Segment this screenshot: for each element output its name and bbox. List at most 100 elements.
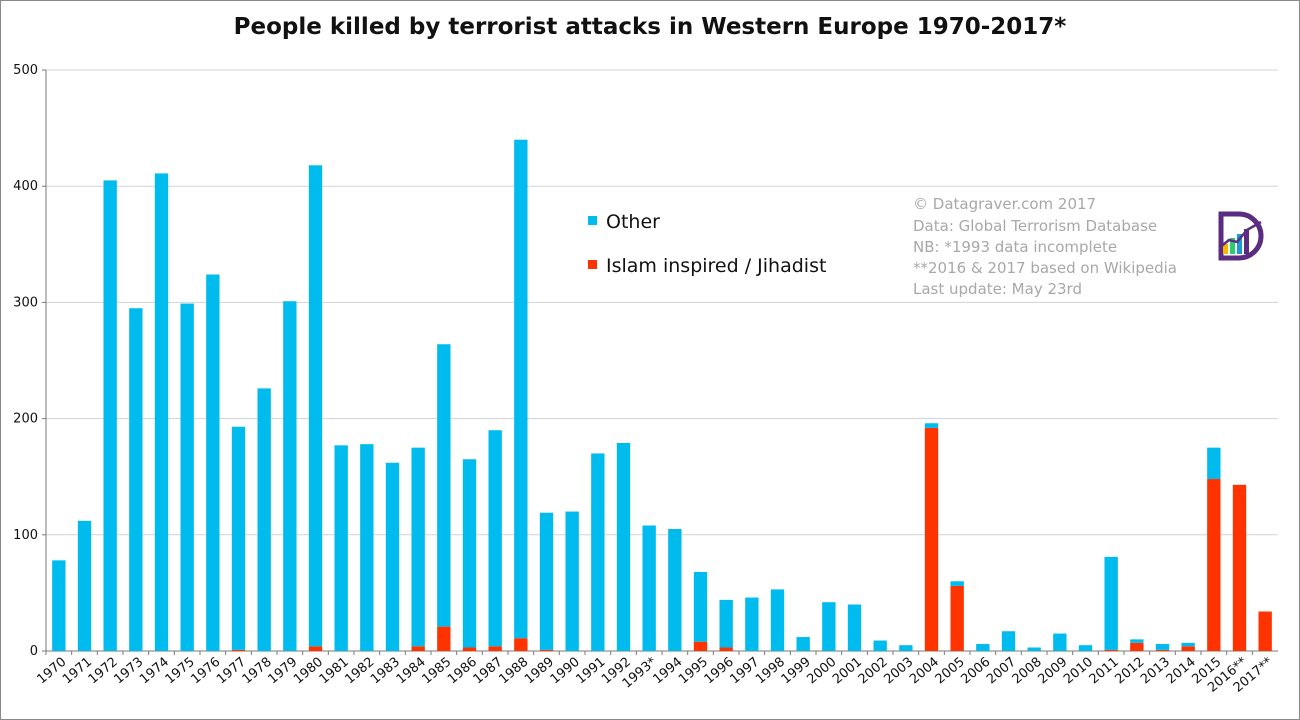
- bar-jihadist: [1155, 649, 1170, 651]
- legend-swatch-other: [588, 216, 597, 225]
- bar-jihadist: [488, 646, 502, 651]
- x-tick-label: 1973: [111, 655, 146, 688]
- bar-other: [1078, 645, 1093, 651]
- x-tick-label: 2004: [907, 655, 942, 688]
- x-tick-label: 2006: [958, 655, 993, 688]
- x-axis-ticks: 1970197119721973197419751976197719781979…: [34, 654, 1276, 695]
- bar-jihadist: [514, 638, 528, 651]
- bar-other: [1053, 633, 1067, 651]
- legend-swatch-jihadist: [588, 260, 597, 269]
- bar-other: [591, 453, 605, 651]
- bar-other: [514, 139, 528, 639]
- x-tick-label: 1985: [419, 655, 454, 688]
- x-tick-label: 2001: [830, 655, 865, 688]
- note-line-copyright: © Datagraver.com 2017: [913, 195, 1096, 213]
- bar-jihadist: [411, 646, 425, 651]
- y-tick-label: 0: [30, 644, 38, 659]
- bar-jihadist: [308, 646, 323, 651]
- x-tick-label: 2012: [1112, 655, 1147, 688]
- y-tick-label: 400: [13, 179, 38, 194]
- y-tick-label: 200: [13, 412, 38, 427]
- bar-other: [129, 308, 143, 651]
- bar-other: [976, 644, 990, 651]
- x-tick-label: 2007: [984, 655, 1019, 688]
- bar-jihadist: [693, 641, 708, 651]
- bar-other: [539, 512, 554, 650]
- x-tick-label: 1997: [727, 655, 762, 688]
- bar-other: [565, 511, 579, 651]
- x-tick-label: 1998: [753, 655, 788, 688]
- x-tick-label: 2013: [1138, 655, 1173, 688]
- bar-other: [334, 445, 348, 651]
- grid: [42, 69, 1278, 655]
- x-tick-label: 1999: [779, 655, 814, 688]
- x-tick-label: 1984: [394, 655, 429, 688]
- bar-other: [796, 637, 810, 651]
- x-tick-label: 2011: [1087, 655, 1122, 688]
- bar-other: [360, 444, 374, 651]
- note-line-nb-1993: NB: *1993 data incomplete: [913, 238, 1117, 256]
- bar-jihadist: [719, 647, 733, 651]
- x-tick-label: 2009: [1035, 655, 1070, 688]
- bar-other: [1181, 642, 1195, 647]
- bar-other: [770, 589, 785, 651]
- bar-other: [308, 165, 323, 647]
- bar-jihadist: [924, 427, 939, 651]
- bar-other: [154, 173, 169, 651]
- y-axis-ticks: 0 100 200 300 400 500: [13, 63, 38, 659]
- x-tick-label: 2010: [1061, 655, 1096, 688]
- logo-bar-1: [1223, 244, 1228, 254]
- bar-other: [231, 426, 246, 650]
- x-tick-label: 1991: [573, 655, 608, 688]
- bar-other: [873, 640, 887, 651]
- x-tick-label: 1989: [522, 655, 557, 688]
- x-tick-label: 1990: [548, 655, 583, 688]
- note-line-update: Last update: May 23rd: [913, 280, 1082, 298]
- x-tick-label: 2003: [881, 655, 916, 688]
- bar-other: [462, 459, 477, 648]
- bar-other: [950, 581, 964, 586]
- x-tick-label: 2005: [933, 655, 968, 688]
- datagraver-logo: [1218, 211, 1264, 261]
- bar-other: [180, 303, 194, 651]
- bar-jihadist: [1258, 611, 1272, 651]
- x-tick-label: 1983: [368, 655, 403, 688]
- bar-other: [411, 447, 425, 647]
- y-tick-label: 500: [13, 63, 38, 78]
- bar-other: [385, 462, 400, 651]
- bar-other: [488, 430, 502, 647]
- bar-other: [206, 274, 220, 651]
- x-tick-label: 1996: [702, 655, 737, 688]
- bar-other: [52, 560, 66, 651]
- bar-other: [616, 443, 631, 651]
- bar-other: [1207, 447, 1221, 480]
- bar-other: [77, 520, 92, 651]
- x-tick-label: 1970: [34, 655, 69, 688]
- bar-other: [668, 528, 682, 651]
- bar-other: [1001, 631, 1016, 651]
- x-tick-label: 1986: [445, 655, 480, 688]
- bar-other: [283, 301, 297, 651]
- logo-bar-4: [1244, 229, 1249, 254]
- chart-title: People killed by terrorist attacks in We…: [233, 14, 1067, 40]
- y-tick-label: 300: [13, 295, 38, 310]
- bar-jihadist: [462, 647, 477, 651]
- logo-bar-2: [1230, 238, 1235, 254]
- x-tick-label: 2014: [1164, 655, 1199, 688]
- bar-other: [924, 423, 939, 428]
- x-tick-label: 1974: [137, 655, 172, 688]
- bar-other: [719, 599, 733, 648]
- bar-other: [822, 602, 836, 651]
- x-tick-label: 1994: [650, 655, 685, 688]
- x-tick-label: 1980: [291, 655, 326, 688]
- bar-other: [1027, 647, 1041, 651]
- source-note: © Datagraver.com 2017 Data: Global Terro…: [913, 195, 1177, 298]
- x-tick-label: 1981: [317, 655, 352, 688]
- x-tick-label: 1976: [188, 655, 223, 688]
- x-tick-label: 1979: [265, 655, 300, 688]
- logo-d-shape: [1218, 211, 1264, 261]
- bar-other: [1130, 639, 1144, 643]
- logo-bar-3: [1237, 234, 1242, 254]
- bar-jihadist: [437, 626, 451, 651]
